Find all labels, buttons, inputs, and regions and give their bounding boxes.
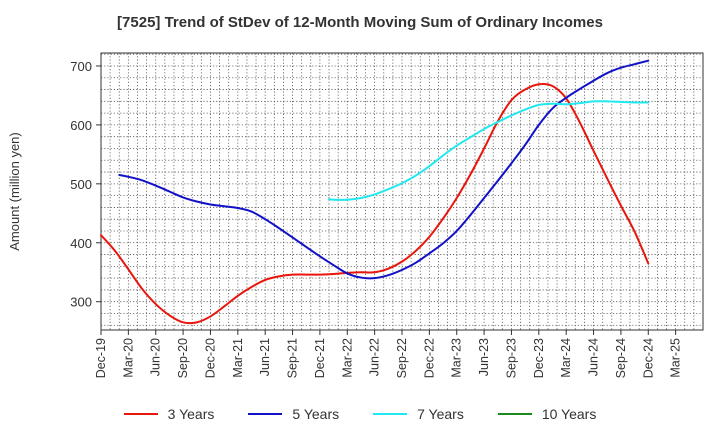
legend-item-7-years: 7 Years — [373, 406, 464, 422]
series-line-7-years — [327, 100, 650, 201]
x-tick-label: Dec-23 — [532, 338, 546, 378]
legend-swatch-10-years — [497, 413, 532, 415]
x-tick-label: Sep-20 — [176, 338, 190, 378]
x-tick-label: Mar-21 — [231, 338, 245, 378]
y-tick-label: 300 — [70, 295, 92, 310]
x-tick-label: Mar-20 — [121, 338, 135, 378]
x-tick-label: Jun-23 — [477, 338, 491, 376]
x-tick-label: Dec-20 — [203, 338, 217, 378]
x-tick-label: Sep-22 — [395, 338, 409, 378]
x-tick-label: Dec-24 — [641, 338, 655, 378]
legend-label-3-years: 3 Years — [167, 406, 215, 422]
legend-label-10-years: 10 Years — [541, 406, 597, 422]
x-tick-label: Sep-23 — [504, 338, 518, 378]
x-tick-label: Sep-21 — [286, 338, 300, 378]
x-tick-label: Dec-19 — [94, 338, 108, 378]
x-tick-label: Sep-24 — [614, 338, 628, 378]
x-tick-label: Jun-22 — [368, 338, 382, 376]
legend-swatch-3-years — [123, 413, 158, 415]
y-tick-label: 600 — [70, 118, 92, 133]
x-tick-label: Dec-21 — [313, 338, 327, 378]
x-tick-label: Mar-25 — [669, 338, 683, 378]
y-axis-label: Amount (million yen) — [7, 132, 22, 251]
legend-item-10-years: 10 Years — [497, 406, 597, 422]
series-line-3-years — [100, 82, 650, 325]
x-tick-label: Jun-21 — [258, 338, 272, 376]
x-tick-label: Mar-23 — [450, 338, 464, 378]
chart-title: [7525] Trend of StDev of 12-Month Moving… — [117, 14, 603, 31]
x-tick-label: Jun-20 — [149, 338, 163, 376]
x-tick-label: Jun-24 — [587, 338, 601, 376]
legend-item-3-years: 3 Years — [123, 406, 215, 422]
legend-item-5-years: 5 Years — [248, 406, 339, 422]
legend-label-7-years: 7 Years — [417, 406, 464, 422]
series-line-5-years — [118, 59, 650, 280]
x-tick-label: Mar-22 — [340, 338, 354, 378]
y-tick-label: 500 — [70, 177, 92, 192]
x-tick-label: Dec-22 — [422, 338, 436, 378]
legend-swatch-7-years — [373, 413, 408, 415]
y-tick-label: 700 — [70, 59, 92, 74]
chart-legend: 3 Years 5 Years 7 Years 10 Years — [0, 406, 720, 422]
legend-label-5-years: 5 Years — [292, 406, 340, 422]
legend-swatch-5-years — [248, 413, 283, 415]
y-tick-label: 400 — [70, 236, 92, 251]
x-tick-label: Mar-24 — [559, 338, 573, 378]
